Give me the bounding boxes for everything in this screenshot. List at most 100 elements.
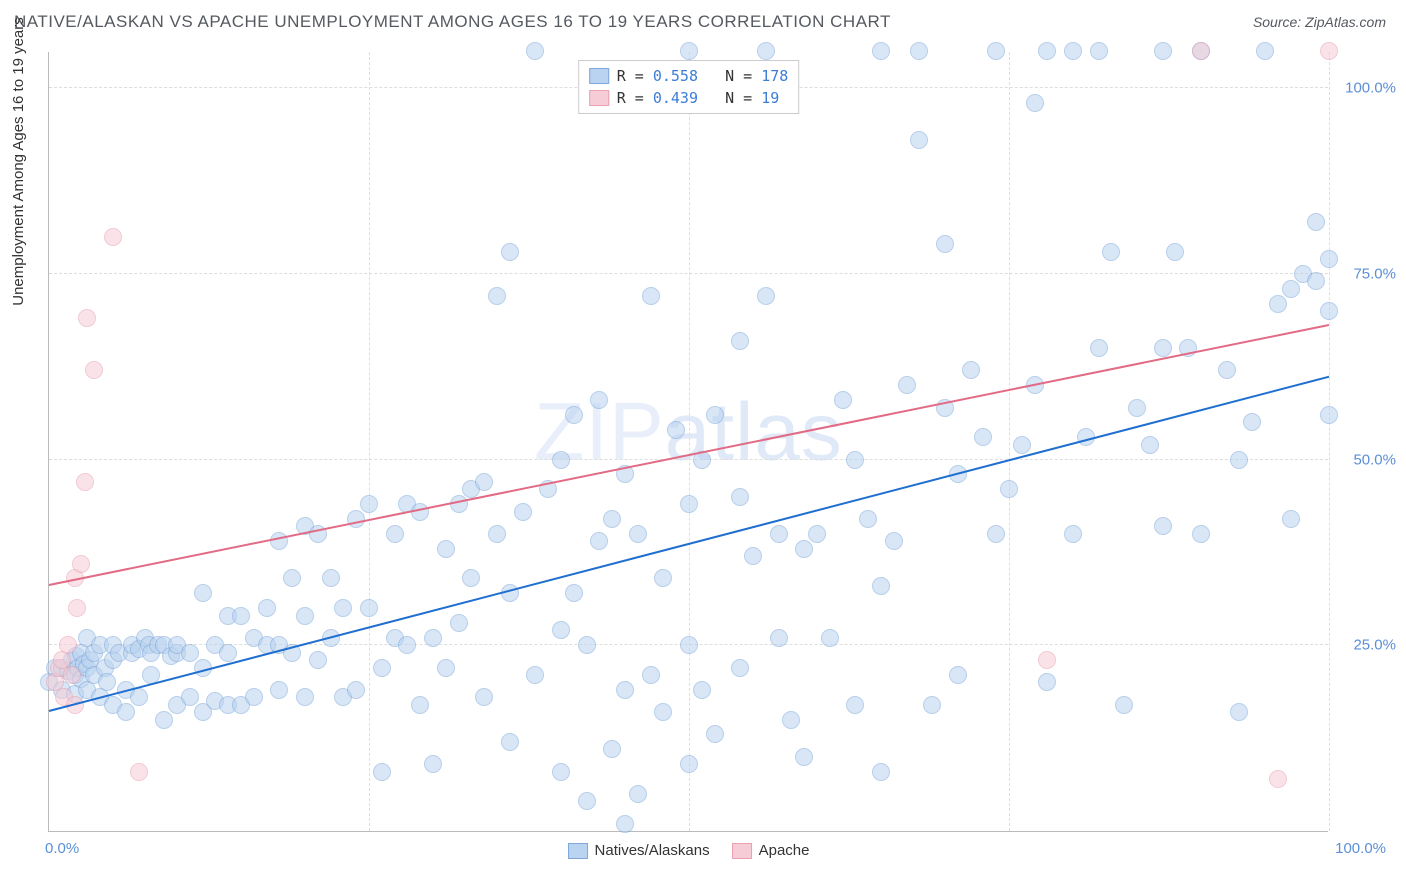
data-point [1256,42,1274,60]
data-point [1154,339,1172,357]
data-point [987,42,1005,60]
legend-swatch [568,843,588,859]
data-point [526,666,544,684]
data-point [565,406,583,424]
data-point [398,636,416,654]
data-point [1307,213,1325,231]
data-point [514,503,532,521]
data-point [859,510,877,528]
data-point [1154,42,1172,60]
data-point [642,666,660,684]
data-point [194,584,212,602]
data-point [1320,42,1338,60]
data-point [642,287,660,305]
y-tick-label: 75.0% [1353,265,1396,282]
data-point [872,577,890,595]
data-point [1282,510,1300,528]
data-point [1320,406,1338,424]
gridline-v [689,52,690,831]
x-tick-label: 0.0% [45,840,79,857]
data-point [181,644,199,662]
source-name: ZipAtlas.com [1305,14,1386,30]
legend-item: Natives/Alaskans [568,842,710,859]
data-point [1230,703,1248,721]
data-point [757,42,775,60]
data-point [155,711,173,729]
data-point [603,510,621,528]
data-point [782,711,800,729]
data-point [578,636,596,654]
data-point [322,569,340,587]
data-point [578,792,596,810]
data-point [667,421,685,439]
y-tick-label: 50.0% [1353,451,1396,468]
data-point [104,228,122,246]
data-point [770,629,788,647]
legend-stat-text: R = 0.558 N = 178 [617,65,789,87]
legend-stat-text: R = 0.439 N = 19 [617,87,780,109]
data-point [424,755,442,773]
source-prefix: Source: [1253,14,1305,30]
data-point [654,703,672,721]
data-point [475,473,493,491]
data-point [72,555,90,573]
data-point [1064,42,1082,60]
data-point [59,636,77,654]
data-point [949,666,967,684]
data-point [1000,480,1018,498]
data-point [910,42,928,60]
legend-swatch [732,843,752,859]
scatter-plot: ZIPatlas R = 0.558 N = 178R = 0.439 N = … [48,52,1328,832]
data-point [693,681,711,699]
data-point [1320,250,1338,268]
data-point [130,763,148,781]
data-point [770,525,788,543]
legend-stat-row: R = 0.558 N = 178 [589,65,789,87]
data-point [1141,436,1159,454]
data-point [706,725,724,743]
data-point [360,495,378,513]
data-point [1166,243,1184,261]
source-credit: Source: ZipAtlas.com [1253,14,1386,30]
data-point [846,451,864,469]
data-point [437,540,455,558]
data-point [475,688,493,706]
data-point [1192,42,1210,60]
data-point [744,547,762,565]
data-point [808,525,826,543]
data-point [680,495,698,513]
chart-title: NATIVE/ALASKAN VS APACHE UNEMPLOYMENT AM… [14,12,891,32]
data-point [552,621,570,639]
data-point [680,42,698,60]
data-point [974,428,992,446]
data-point [1038,42,1056,60]
legend-label: Apache [759,842,810,859]
data-point [450,614,468,632]
data-point [731,659,749,677]
data-point [1038,673,1056,691]
data-point [76,473,94,491]
data-point [1102,243,1120,261]
data-point [654,569,672,587]
data-point [1307,272,1325,290]
data-point [258,599,276,617]
data-point [885,532,903,550]
series-legend: Natives/Alaskans Apache [568,842,810,859]
gridline-v [369,52,370,831]
data-point [795,748,813,766]
correlation-legend: R = 0.558 N = 178R = 0.439 N = 19 [578,60,800,114]
data-point [450,495,468,513]
data-point [616,681,634,699]
data-point [1038,651,1056,669]
data-point [219,644,237,662]
data-point [424,629,442,647]
data-point [1320,302,1338,320]
data-point [270,681,288,699]
data-point [1115,696,1133,714]
data-point [1090,42,1108,60]
data-point [629,525,647,543]
data-point [1013,436,1031,454]
data-point [130,688,148,706]
data-point [898,376,916,394]
data-point [590,391,608,409]
